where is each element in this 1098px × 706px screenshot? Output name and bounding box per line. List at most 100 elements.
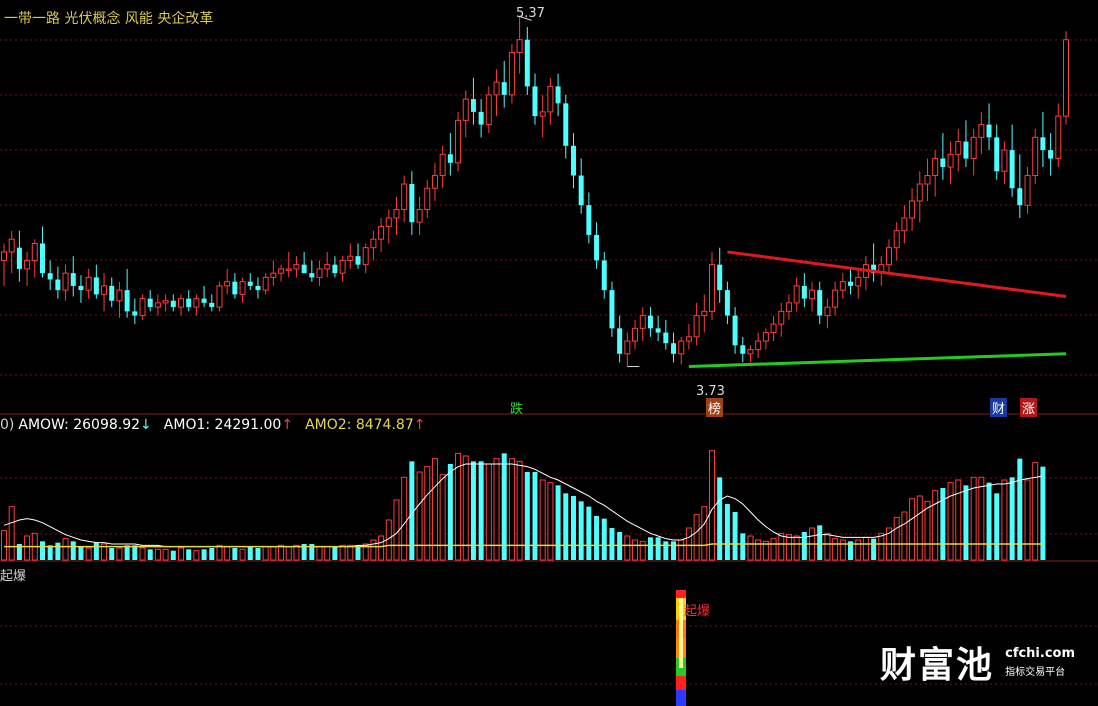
candle-body-up (401, 183, 408, 210)
volume-bar-up (139, 547, 146, 561)
candle-body-up (839, 281, 846, 291)
low-price-label: 3.73 (696, 384, 725, 399)
candle-body-down (478, 111, 484, 125)
candle-body-up (293, 264, 300, 270)
candle-body-down (586, 205, 592, 235)
candle-body-down (871, 264, 877, 274)
volume-bar-down (93, 542, 99, 560)
volume-bar-up (709, 450, 715, 561)
candle-body-down (301, 264, 307, 274)
candle-body-up (278, 268, 285, 274)
volume-bar-down (586, 506, 592, 560)
volume-bar-up (547, 482, 554, 561)
candle-body-down (470, 99, 476, 112)
candle-body-down (332, 264, 338, 274)
candle-body-up (1032, 136, 1039, 177)
volume-bar-up (924, 500, 931, 561)
volume-bar-down (817, 525, 823, 560)
volume-bar-up (393, 499, 400, 561)
signal-bar-segment (676, 590, 686, 598)
volume-bar-down (663, 541, 669, 560)
volume-bar-down (301, 544, 307, 560)
volume-bar-down (740, 533, 746, 560)
candle-body-down (186, 298, 192, 308)
high-price-label: 5.37 (516, 6, 545, 21)
candle-body-down (532, 86, 538, 117)
volume-bar-down (555, 485, 561, 560)
candle-body-up (431, 175, 438, 189)
tag-bang[interactable]: 榜 (706, 398, 724, 417)
volume-bar-down (109, 548, 115, 560)
volume-bar-down (578, 501, 584, 560)
candle-body-up (493, 81, 500, 96)
candle-body-up (678, 340, 685, 355)
candle-body-up (31, 242, 38, 261)
candle-body-up (701, 310, 708, 317)
volume-bar-up (339, 544, 346, 561)
volume-bar-down (447, 464, 453, 560)
tag-zhang[interactable]: 涨 (1020, 398, 1038, 417)
candle-body-up (193, 298, 200, 308)
candle-body-down (201, 298, 207, 303)
candle-body-up (632, 327, 639, 342)
candle-body-down (247, 281, 253, 286)
candle-body-up (178, 298, 184, 308)
volume-bar-up (8, 506, 15, 561)
volume-bar-up (285, 546, 292, 561)
volume-bar-up (362, 543, 369, 561)
volume-bar-down (47, 545, 53, 560)
candle-body-down (132, 311, 138, 316)
candle-body-up (1001, 149, 1008, 172)
candle-body-down (594, 234, 600, 261)
candle-body-down (617, 328, 623, 354)
indicator-signal-label: 起爆 (684, 604, 711, 619)
candle-body-down (555, 86, 561, 104)
volume-bar-up (755, 539, 762, 561)
volume-bar-up (370, 539, 377, 561)
volume-bar-up (862, 536, 869, 561)
candle-body-up (824, 306, 831, 317)
candle-body-down (147, 298, 153, 308)
tag-cai[interactable]: 财 (990, 398, 1008, 417)
volume-bar-up (639, 540, 646, 561)
candle-body-up (924, 175, 931, 185)
candle-body-down (732, 315, 738, 346)
high-marker (519, 15, 532, 21)
candle-body-down (570, 145, 576, 176)
candle-body-up (139, 298, 146, 317)
volume-bar-down (940, 488, 946, 560)
volume-bar-down (871, 538, 877, 560)
candle-body-up (886, 247, 892, 266)
tag-die[interactable]: 跌 (510, 402, 524, 417)
candle-body-up (955, 141, 962, 155)
candle-body-up (285, 268, 292, 271)
volume-bar-up (955, 479, 962, 561)
candle-body-down (717, 264, 723, 291)
candle-body-up (1055, 115, 1062, 160)
candle-body-down (647, 315, 653, 329)
volume-bar-down (717, 477, 723, 560)
candle-body-down (609, 290, 615, 329)
volume-bar-up (901, 511, 908, 561)
volume-bar-down (594, 516, 600, 560)
candle-body-up (970, 136, 977, 160)
candle-body-down (447, 154, 453, 163)
signal-bar-segment (676, 676, 686, 690)
volume-bar-up (508, 458, 515, 561)
volume-bar-down (963, 485, 969, 560)
candle-body-up (324, 264, 331, 270)
candle-body-up (793, 285, 800, 304)
candle-body-up (239, 281, 246, 295)
candle-body-down (409, 184, 415, 223)
watermark-text: cfchi.com 指标交易平台 (1005, 646, 1075, 678)
candle-body-up (339, 259, 346, 274)
candle-body-up (154, 302, 161, 308)
volume-bar-up (216, 544, 223, 561)
volume-bar-up (154, 548, 161, 561)
candle-body-down (39, 243, 45, 274)
candle-body-down (109, 285, 115, 301)
volume-bar-up (278, 544, 285, 561)
volume-bar-down (1017, 458, 1023, 560)
